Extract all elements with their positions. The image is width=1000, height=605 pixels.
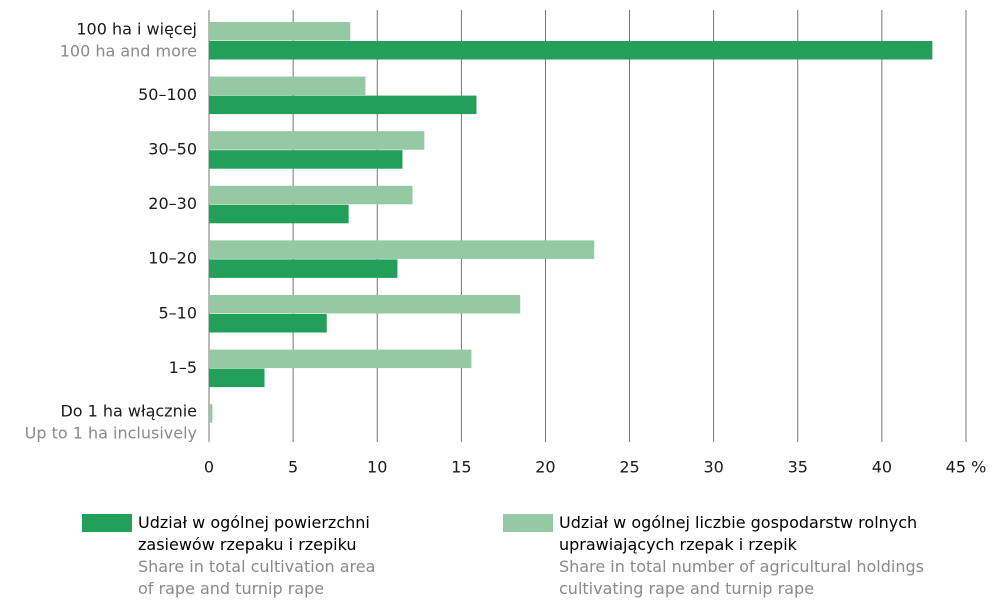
legend-label-en: Share in total number of agricultural ho…: [559, 557, 924, 598]
legend-label-en: Share in total cultivation area of rape …: [138, 557, 376, 598]
legend-swatch: [503, 514, 553, 532]
chart: 0 5 10 15 20 25 30 35 40 45 % 100 ha i więcej 100 h…: [25, 10, 987, 477]
x-tick-label: 15: [451, 458, 471, 477]
y-tick-label: 30–50: [148, 139, 197, 158]
x-tick-label: 45 %: [946, 458, 987, 477]
bar: [209, 240, 595, 259]
bar: [209, 314, 327, 333]
x-tick-label: 5: [288, 458, 298, 477]
y-tick-label-en: 100 ha and more: [60, 41, 197, 60]
bar: [209, 204, 349, 224]
bar: [209, 404, 213, 423]
y-tick-label: 10–20: [148, 249, 197, 268]
bar: [209, 95, 477, 115]
legend-label: Udział w ogólnej powierzchni zasiewów rz…: [138, 513, 370, 554]
y-tick-label-en: Up to 1 ha inclusively: [25, 423, 197, 442]
x-tick-label: 35: [788, 458, 808, 477]
bar: [209, 349, 472, 369]
bar: [209, 295, 521, 314]
bar: [209, 368, 265, 388]
bar: [209, 76, 366, 96]
y-tick-label: 20–30: [148, 194, 197, 213]
x-tick-label: 20: [535, 458, 555, 477]
legend-swatch: [82, 514, 132, 532]
x-tick-label: 25: [619, 458, 639, 477]
bar: [209, 185, 413, 205]
x-tick-label: 30: [703, 458, 723, 477]
x-tick-label: 0: [204, 458, 214, 477]
x-tick-label: 10: [367, 458, 387, 477]
bar: [209, 150, 403, 169]
y-tick-label: 100 ha i więcej: [76, 19, 197, 38]
bar: [209, 41, 933, 60]
y-tick-label: 1–5: [169, 358, 197, 377]
legend-label: Udział w ogólnej liczbie gospodarstw rol…: [559, 513, 918, 554]
y-tick-label: 5–10: [158, 303, 197, 322]
bar: [209, 131, 425, 150]
bar: [209, 259, 398, 278]
y-tick-label: 50–100: [138, 85, 197, 104]
bar: [209, 22, 351, 41]
y-tick-label: Do 1 ha włącznie: [60, 401, 197, 420]
x-tick-label: 40: [872, 458, 892, 477]
